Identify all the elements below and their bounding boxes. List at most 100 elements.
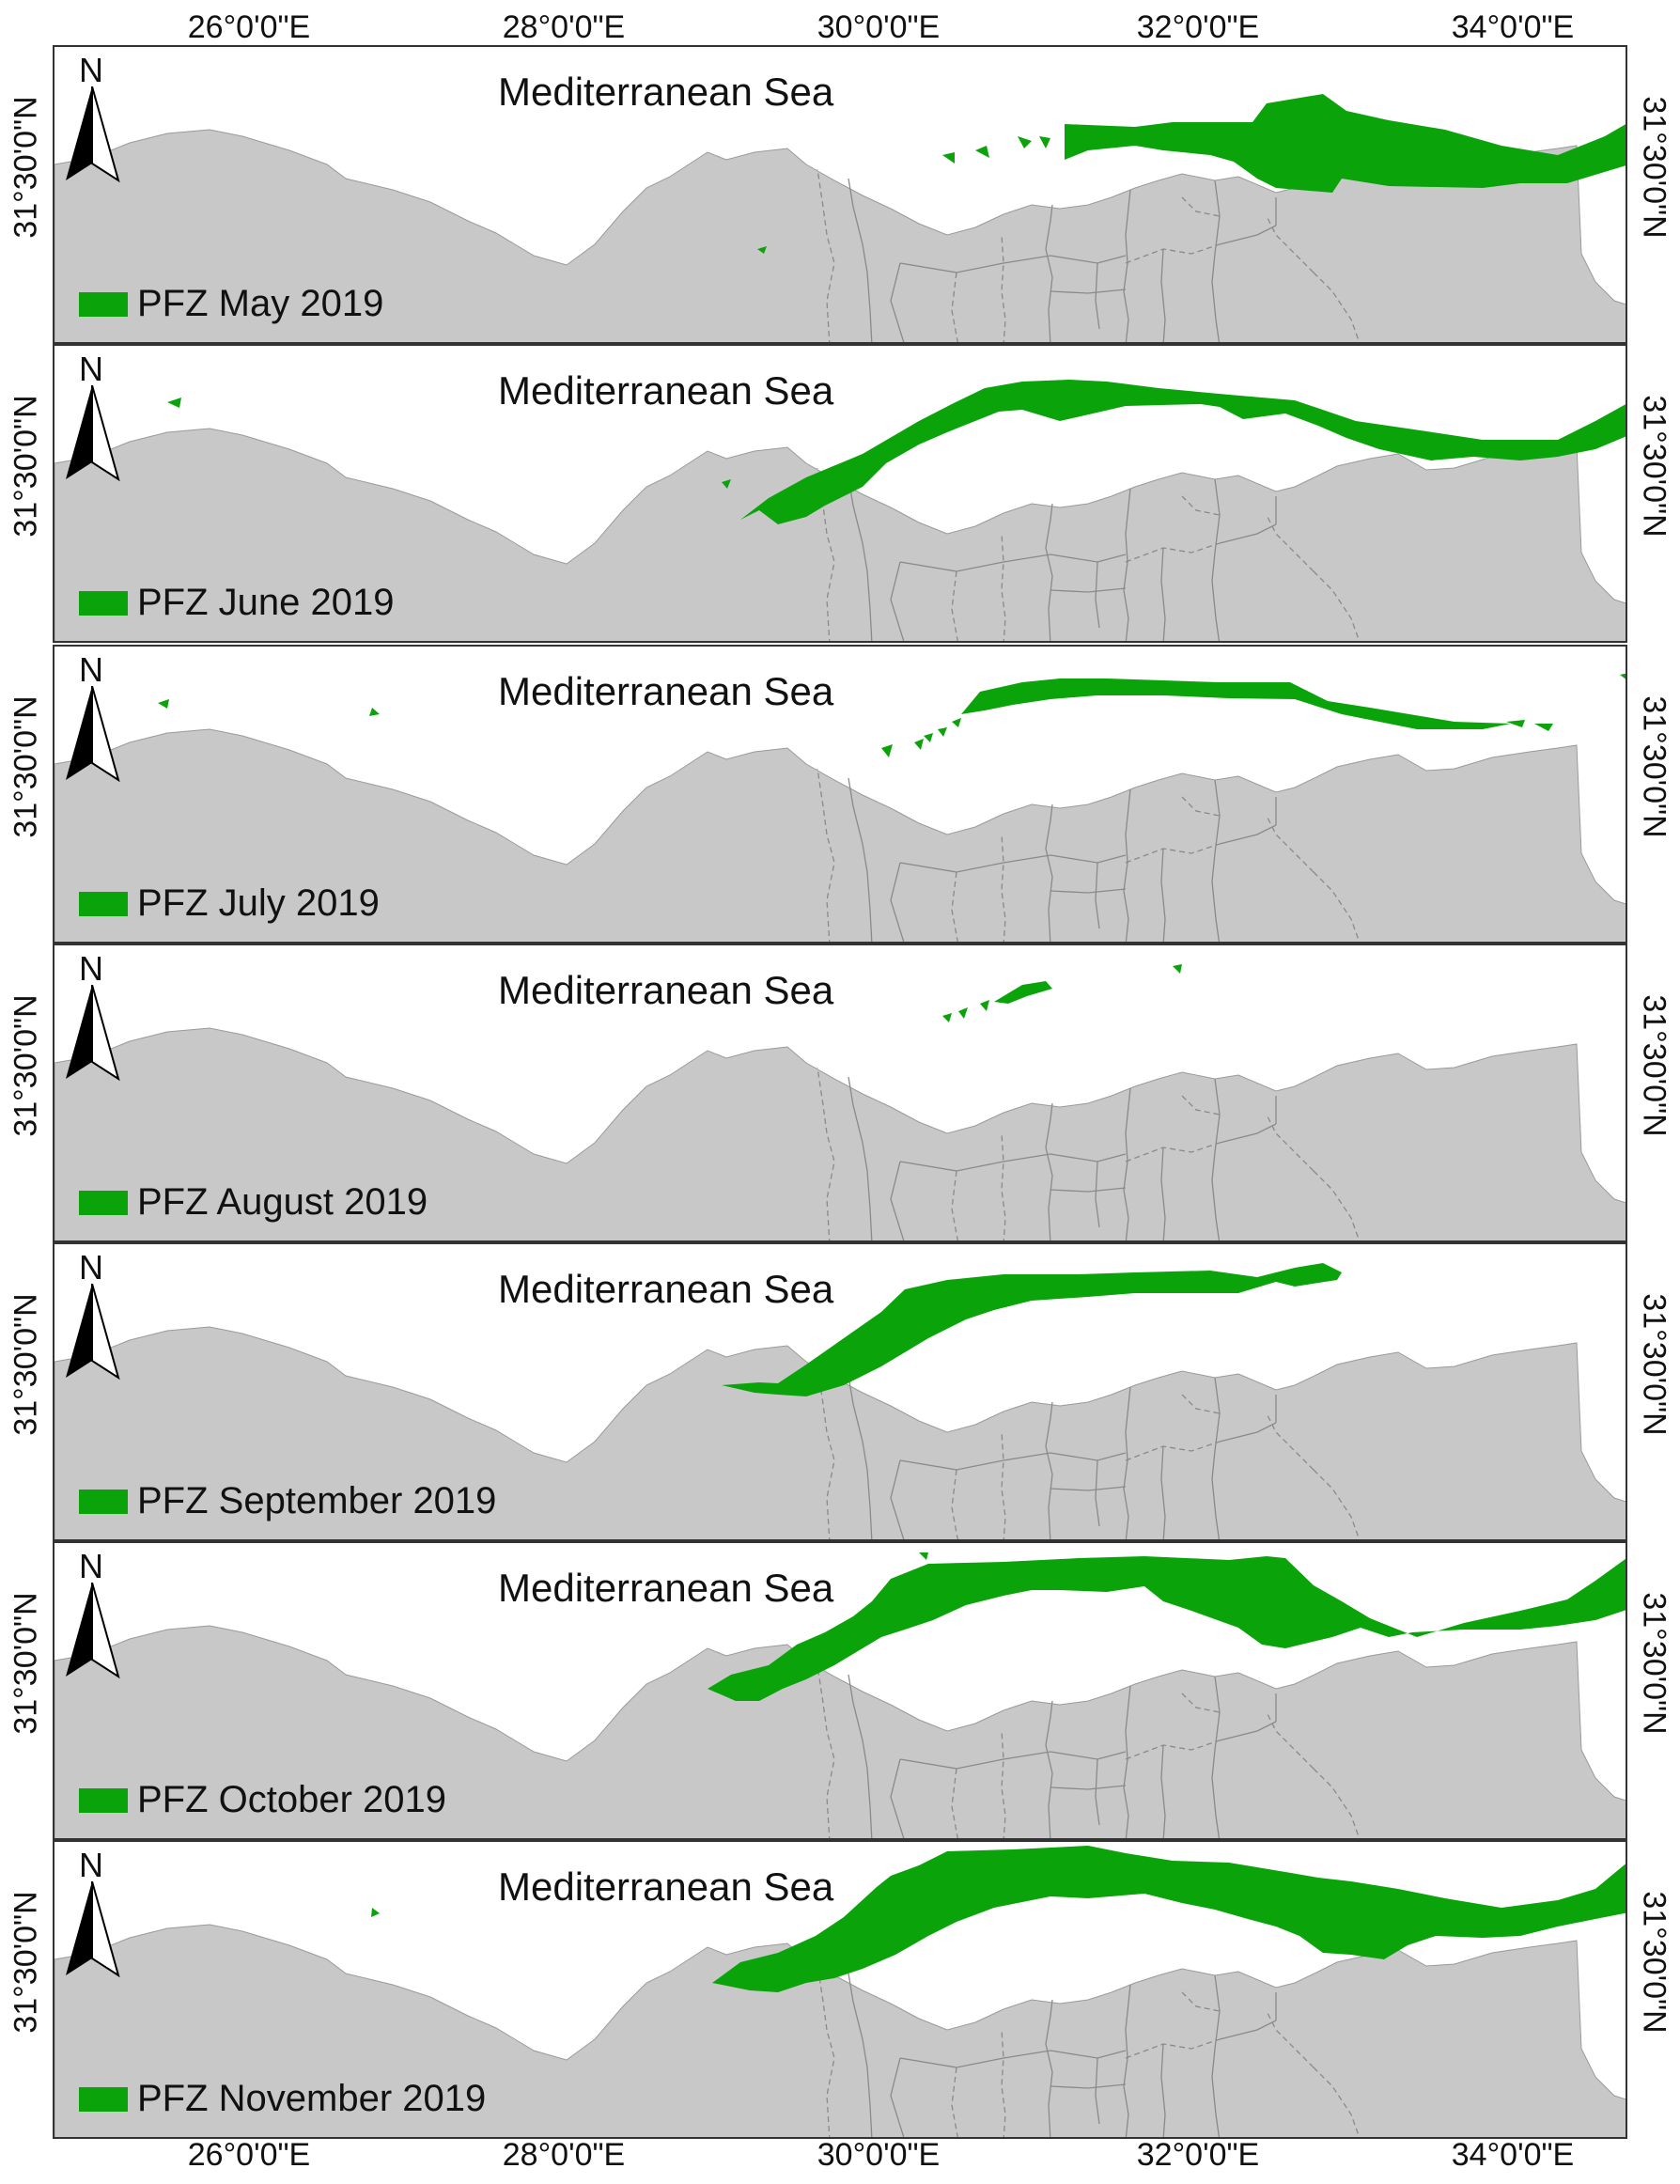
pfz-zone — [881, 744, 893, 757]
map-panel-may: Mediterranean Sea N PFZ May 2019 — [53, 45, 1627, 344]
admin-boundary — [951, 871, 958, 942]
admin-boundary — [1266, 815, 1314, 873]
admin-boundary — [817, 1365, 835, 1539]
north-arrow-light-half — [91, 385, 120, 482]
admin-boundary — [1003, 1153, 1127, 1162]
admin-boundary — [951, 1768, 958, 1838]
latitude-label-right: 31°30'0"N — [1636, 994, 1672, 1137]
north-letter: N — [79, 1248, 103, 1287]
pfz-zone — [938, 727, 947, 737]
admin-boundary — [1123, 788, 1131, 942]
admin-boundary — [1095, 1161, 1100, 1228]
admin-boundary — [1181, 196, 1221, 217]
admin-boundary — [890, 1758, 905, 1838]
admin-boundary — [1125, 2038, 1221, 2059]
admin-boundary — [1181, 1394, 1221, 1414]
admin-boundary — [1160, 2043, 1166, 2137]
pfz-legend: PFZ June 2019 — [79, 582, 395, 624]
north-arrow-shape — [66, 86, 120, 183]
sea-label: Mediterranean Sea — [498, 1864, 834, 1909]
north-letter: N — [79, 650, 103, 689]
pfz-zone — [1065, 94, 1626, 193]
north-arrow-shape — [66, 1881, 120, 1978]
north-arrow-icon: N — [62, 949, 122, 1100]
admin-boundary — [1266, 1412, 1314, 1471]
admin-boundary — [1181, 1991, 1221, 2012]
admin-boundary — [1160, 1147, 1166, 1240]
admin-boundary — [1313, 871, 1361, 942]
map-svg — [54, 964, 1626, 1240]
admin-boundary — [1050, 1187, 1127, 1193]
admin-boundary — [817, 467, 835, 641]
admin-boundary — [1160, 1445, 1166, 1539]
north-arrow-icon: N — [62, 350, 122, 500]
legend-label: PFZ September 2019 — [137, 1480, 497, 1521]
admin-boundary — [1003, 255, 1127, 264]
sea-label: Mediterranean Sea — [498, 368, 834, 413]
pfz-zone — [1506, 720, 1525, 727]
pfz-zone — [952, 718, 961, 727]
lon-label-32-bottom: 32°0'0"E — [1136, 2137, 1260, 2173]
admin-boundary — [1045, 1401, 1053, 1539]
admin-boundary — [1313, 1768, 1361, 1838]
pfz-legend: PFZ August 2019 — [79, 1181, 428, 1224]
admin-boundary — [1003, 554, 1127, 563]
admin-boundary — [848, 1375, 873, 1539]
north-arrow-dark-half — [66, 1284, 92, 1378]
admin-boundary — [890, 2057, 905, 2137]
admin-boundary — [1211, 779, 1221, 942]
pfz-zone — [980, 1000, 989, 1011]
pfz-zone — [919, 1552, 928, 1560]
admin-boundary — [1123, 189, 1131, 342]
top-longitude-axis: 26°0'0"E 28°0'0"E 30°0'0"E 32°0'0"E 34°0… — [0, 4, 1680, 53]
admin-boundary — [1095, 2057, 1100, 2125]
lon-label-30: 30°0'0"E — [817, 9, 941, 45]
admin-boundary — [1125, 1739, 1221, 1760]
admin-boundary — [1313, 570, 1361, 641]
north-arrow-light-half — [91, 1284, 120, 1381]
north-arrow-dark-half — [66, 86, 92, 180]
admin-boundary — [1050, 888, 1127, 894]
lon-label-34-bottom: 34°0'0"E — [1451, 2137, 1575, 2173]
pfz-zone — [708, 1556, 1626, 1701]
admin-boundary — [1045, 803, 1053, 942]
map-svg — [54, 1552, 1626, 1838]
latitude-label-left: 31°30'0"N — [8, 695, 44, 838]
north-arrow-light-half — [91, 1881, 120, 1978]
legend-label: PFZ October 2019 — [137, 1779, 447, 1820]
admin-boundary — [1050, 289, 1127, 294]
pfz-legend: PFZ May 2019 — [79, 283, 383, 325]
admin-boundary — [848, 777, 873, 942]
pfz-zone — [994, 981, 1052, 1004]
pfz-zone — [712, 1846, 1626, 1992]
pfz-legend: PFZ October 2019 — [79, 1779, 446, 1821]
north-letter: N — [79, 51, 103, 89]
map-panel-november: Mediterranean Sea N PFZ November 2019 — [53, 1840, 1627, 2139]
admin-boundary — [1313, 1469, 1361, 1539]
pfz-zone — [914, 739, 924, 750]
admin-boundary — [890, 1459, 905, 1539]
map-panel-july: Mediterranean Sea N PFZ July 2019 — [53, 645, 1627, 944]
admin-boundary — [1219, 1422, 1277, 1443]
sea-label: Mediterranean Sea — [498, 669, 834, 713]
admin-boundary — [951, 1469, 958, 1539]
latitude-label-right: 31°30'0"N — [1636, 1592, 1672, 1735]
latitude-label-left: 31°30'0"N — [8, 1293, 44, 1436]
latitude-label-left: 31°30'0"N — [8, 994, 44, 1137]
sea-label: Mediterranean Sea — [498, 1566, 834, 1610]
pfz-zone — [942, 152, 955, 164]
admin-boundary — [1045, 503, 1053, 641]
legend-swatch — [79, 291, 128, 317]
latitude-label-right: 31°30'0"N — [1636, 1891, 1672, 2034]
admin-boundary — [1123, 1386, 1131, 1539]
admin-boundary — [1219, 2020, 1277, 2040]
latitude-label-right: 31°30'0"N — [1636, 96, 1672, 239]
lon-label-30-bottom: 30°0'0"E — [817, 2137, 941, 2173]
latitude-label-left: 31°30'0"N — [8, 1891, 44, 2034]
north-arrow-icon: N — [62, 51, 122, 201]
bottom-longitude-axis: 26°0'0"E 28°0'0"E 30°0'0"E 32°0'0"E 34°0… — [0, 2133, 1680, 2182]
pfz-zone — [740, 380, 1626, 524]
admin-boundary — [848, 476, 873, 641]
admin-boundary — [1050, 2083, 1127, 2089]
north-arrow-dark-half — [66, 1881, 92, 1975]
